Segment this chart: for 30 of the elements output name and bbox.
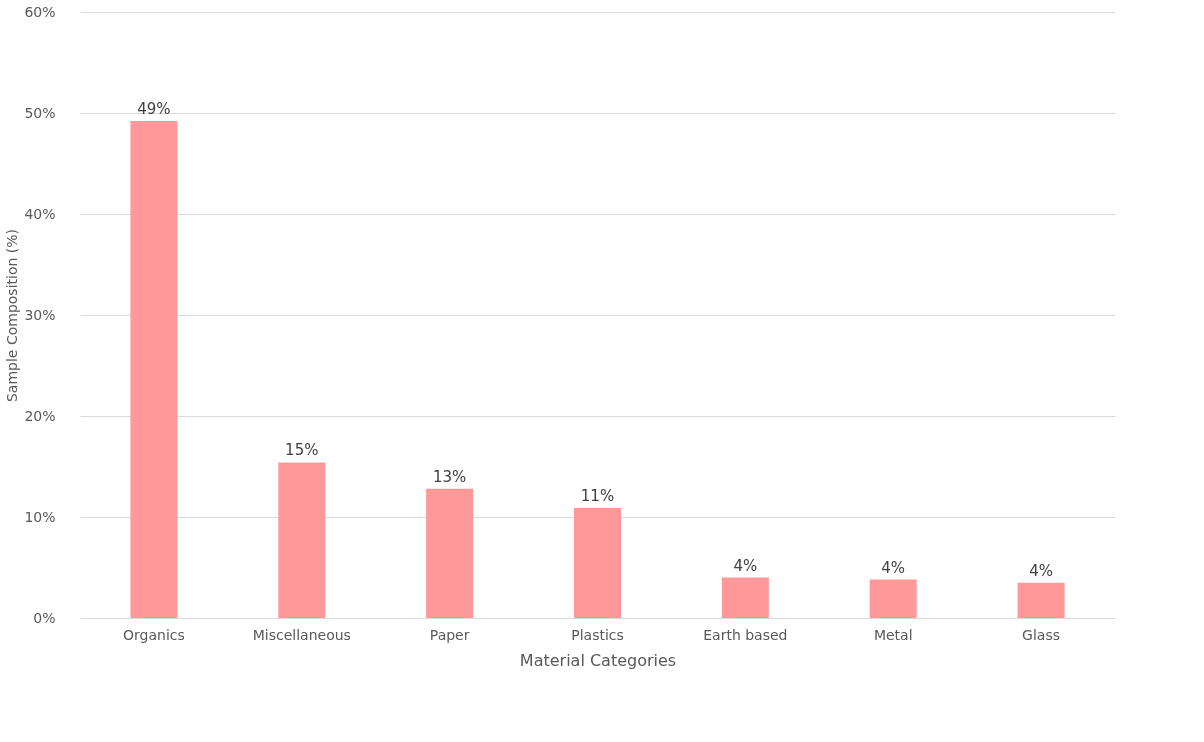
y-tick-label: 50%: [24, 104, 56, 121]
bar: [278, 462, 326, 618]
x-axis-title: Material Categories: [519, 650, 677, 670]
x-tick-label: Miscellaneous: [252, 626, 351, 643]
data-label: 49%: [137, 100, 171, 119]
y-tick-label: 30%: [24, 306, 56, 323]
bar: [426, 488, 474, 618]
bar: [869, 579, 917, 618]
x-tick-label: Organics: [123, 626, 185, 643]
y-tick-label: 40%: [24, 205, 56, 222]
y-tick-label: 20%: [24, 407, 56, 424]
y-tick-label: 0%: [33, 609, 56, 626]
x-tick-label: Metal: [873, 626, 913, 643]
bar: [130, 121, 178, 618]
data-label: 15%: [285, 441, 319, 460]
y-tick-label: 10%: [24, 508, 56, 525]
y-tick-label: 60%: [24, 3, 56, 20]
y-axis-title: Sample Composition (%): [4, 228, 21, 403]
x-tick-label: Glass: [1022, 626, 1061, 643]
x-tick-label: Paper: [429, 626, 470, 643]
data-label: 4%: [733, 556, 758, 575]
bar: [574, 507, 621, 618]
data-label: 4%: [881, 558, 906, 577]
x-tick-label: Earth based: [703, 626, 788, 643]
x-tick-label: Plastics: [571, 626, 624, 643]
bar: [721, 577, 769, 618]
bar: [1017, 582, 1065, 618]
data-label: 4%: [1029, 561, 1053, 580]
data-label: 13%: [432, 467, 467, 486]
data-label: 11%: [580, 486, 615, 505]
